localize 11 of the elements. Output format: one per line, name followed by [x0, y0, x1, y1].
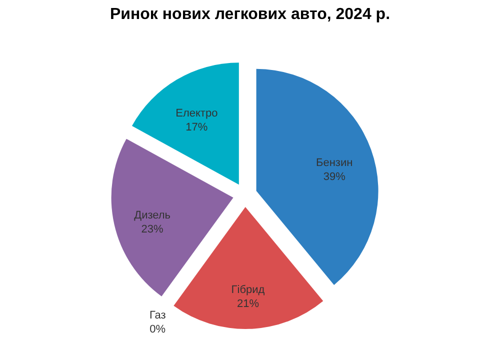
text: 0%: [150, 323, 166, 336]
slice-label: Дизель: [134, 210, 171, 222]
slice-label: Бензин: [316, 156, 353, 169]
data-label: 39%: [323, 170, 346, 183]
category-label: Газ: [149, 309, 166, 322]
data-label: 23%: [141, 224, 164, 236]
data-label: 21%: [236, 298, 260, 310]
slice-label: Електро: [176, 107, 218, 120]
chart-title: Ринок нових легкових авто, 2024 р.: [110, 6, 390, 23]
slice-label: Гібрид: [231, 284, 266, 296]
data-label: 17%: [186, 121, 208, 134]
